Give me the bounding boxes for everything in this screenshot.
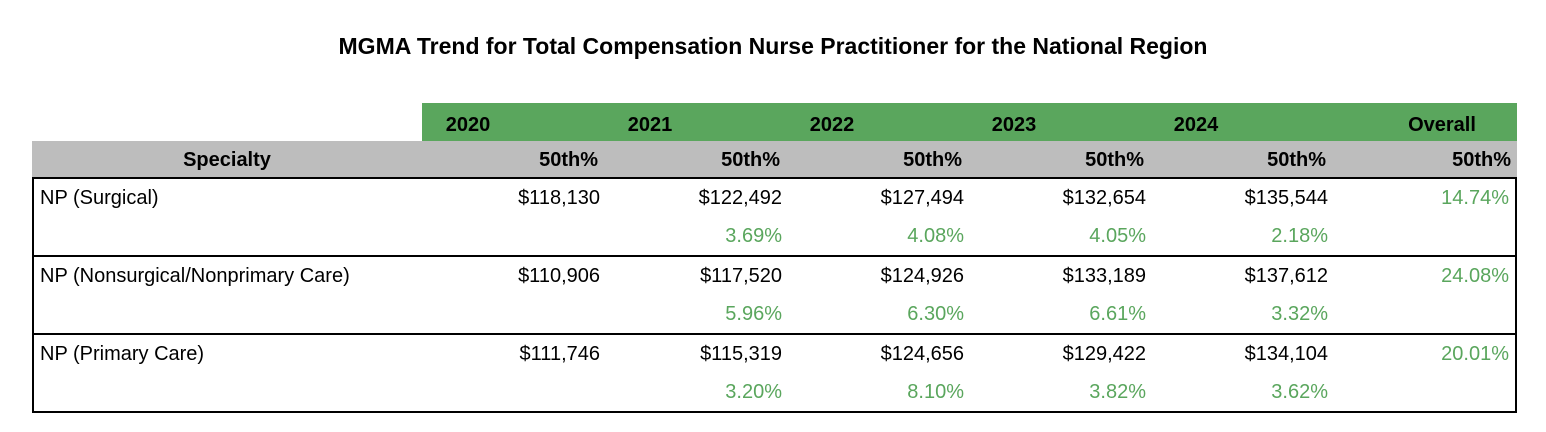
growth-cell: 3.32% (1271, 303, 1328, 325)
specialty-label: NP (Surgical) (40, 187, 159, 209)
growth-row: 5.96% 6.30% 6.61% 3.32% (34, 295, 1515, 333)
growth-cell: 4.08% (907, 225, 964, 247)
growth-cell: 3.20% (725, 381, 782, 403)
page-title: MGMA Trend for Total Compensation Nurse … (338, 33, 1208, 59)
growth-row: 3.20% 8.10% 3.82% 3.62% (34, 373, 1515, 411)
year-header-blank (32, 103, 422, 141)
value-cell: $124,926 (880, 265, 964, 287)
growth-cell (424, 295, 606, 333)
growth-cell: 2.18% (1271, 225, 1328, 247)
growth-blank (1334, 373, 1515, 411)
value-cell: $137,612 (1244, 265, 1328, 287)
growth-blank (34, 217, 424, 255)
metric-header: 50th% (539, 149, 598, 171)
table-row: NP (Primary Care) $111,746 $115,319 $124… (34, 335, 1515, 373)
value-cell: $134,104 (1244, 343, 1328, 365)
year-2024: 2024 (1150, 103, 1332, 141)
table-row: NP (Surgical) $118,130 $122,492 $127,494… (34, 179, 1515, 217)
value-cell: $115,319 (700, 343, 782, 365)
specialty-block-surgical: NP (Surgical) $118,130 $122,492 $127,494… (32, 179, 1517, 257)
year-2023: 2023 (968, 103, 1150, 141)
value-cell: $122,492 (698, 187, 782, 209)
specialty-header: Specialty (183, 149, 271, 171)
specialty-block-nonsurgical: NP (Nonsurgical/Nonprimary Care) $110,90… (32, 257, 1517, 335)
growth-cell: 8.10% (907, 381, 964, 403)
growth-cell: 3.62% (1271, 381, 1328, 403)
metric-header: 50th% (1085, 149, 1144, 171)
growth-cell: 6.61% (1089, 303, 1146, 325)
year-2022: 2022 (786, 103, 968, 141)
growth-blank (34, 373, 424, 411)
growth-cell (424, 217, 606, 255)
metric-header: 50th% (903, 149, 962, 171)
value-cell: $124,656 (880, 343, 964, 365)
growth-blank (1334, 295, 1515, 333)
growth-cell: 4.05% (1089, 225, 1146, 247)
value-cell: $135,544 (1244, 187, 1328, 209)
metric-header: 50th% (1267, 149, 1326, 171)
value-cell: $118,130 (518, 187, 600, 209)
growth-cell: 6.30% (907, 303, 964, 325)
growth-cell: 5.96% (725, 303, 782, 325)
year-2020: 2020 (422, 103, 604, 141)
year-header-row: 2020 2021 2022 2023 2024 Overall (32, 103, 1517, 141)
metric-header: 50th% (1452, 149, 1511, 171)
value-cell: $111,746 (519, 343, 600, 365)
growth-cell: 3.69% (725, 225, 782, 247)
value-cell: $110,906 (518, 265, 600, 287)
specialty-label: NP (Nonsurgical/Nonprimary Care) (40, 265, 350, 287)
metric-header: 50th% (721, 149, 780, 171)
growth-blank (34, 295, 424, 333)
compensation-table: 2020 2021 2022 2023 2024 Overall Special… (32, 103, 1517, 413)
value-cell: $129,422 (1062, 343, 1146, 365)
value-cell: $133,189 (1062, 265, 1146, 287)
column-header-row: Specialty 50th% 50th% 50th% 50th% 50th% … (32, 141, 1517, 179)
overall-growth-cell: 20.01% (1441, 343, 1509, 365)
specialty-block-primary-care: NP (Primary Care) $111,746 $115,319 $124… (32, 335, 1517, 413)
value-cell: $127,494 (880, 187, 964, 209)
growth-cell: 3.82% (1089, 381, 1146, 403)
table-row: NP (Nonsurgical/Nonprimary Care) $110,90… (34, 257, 1515, 295)
value-cell: $132,654 (1062, 187, 1146, 209)
overall-growth-cell: 24.08% (1441, 265, 1509, 287)
year-2021: 2021 (604, 103, 786, 141)
specialty-label: NP (Primary Care) (40, 343, 205, 365)
value-cell: $117,520 (700, 265, 782, 287)
growth-blank (1334, 217, 1515, 255)
overall-growth-cell: 14.74% (1441, 187, 1509, 209)
growth-row: 3.69% 4.08% 4.05% 2.18% (34, 217, 1515, 255)
year-overall: Overall (1332, 103, 1517, 141)
growth-cell (424, 373, 606, 411)
